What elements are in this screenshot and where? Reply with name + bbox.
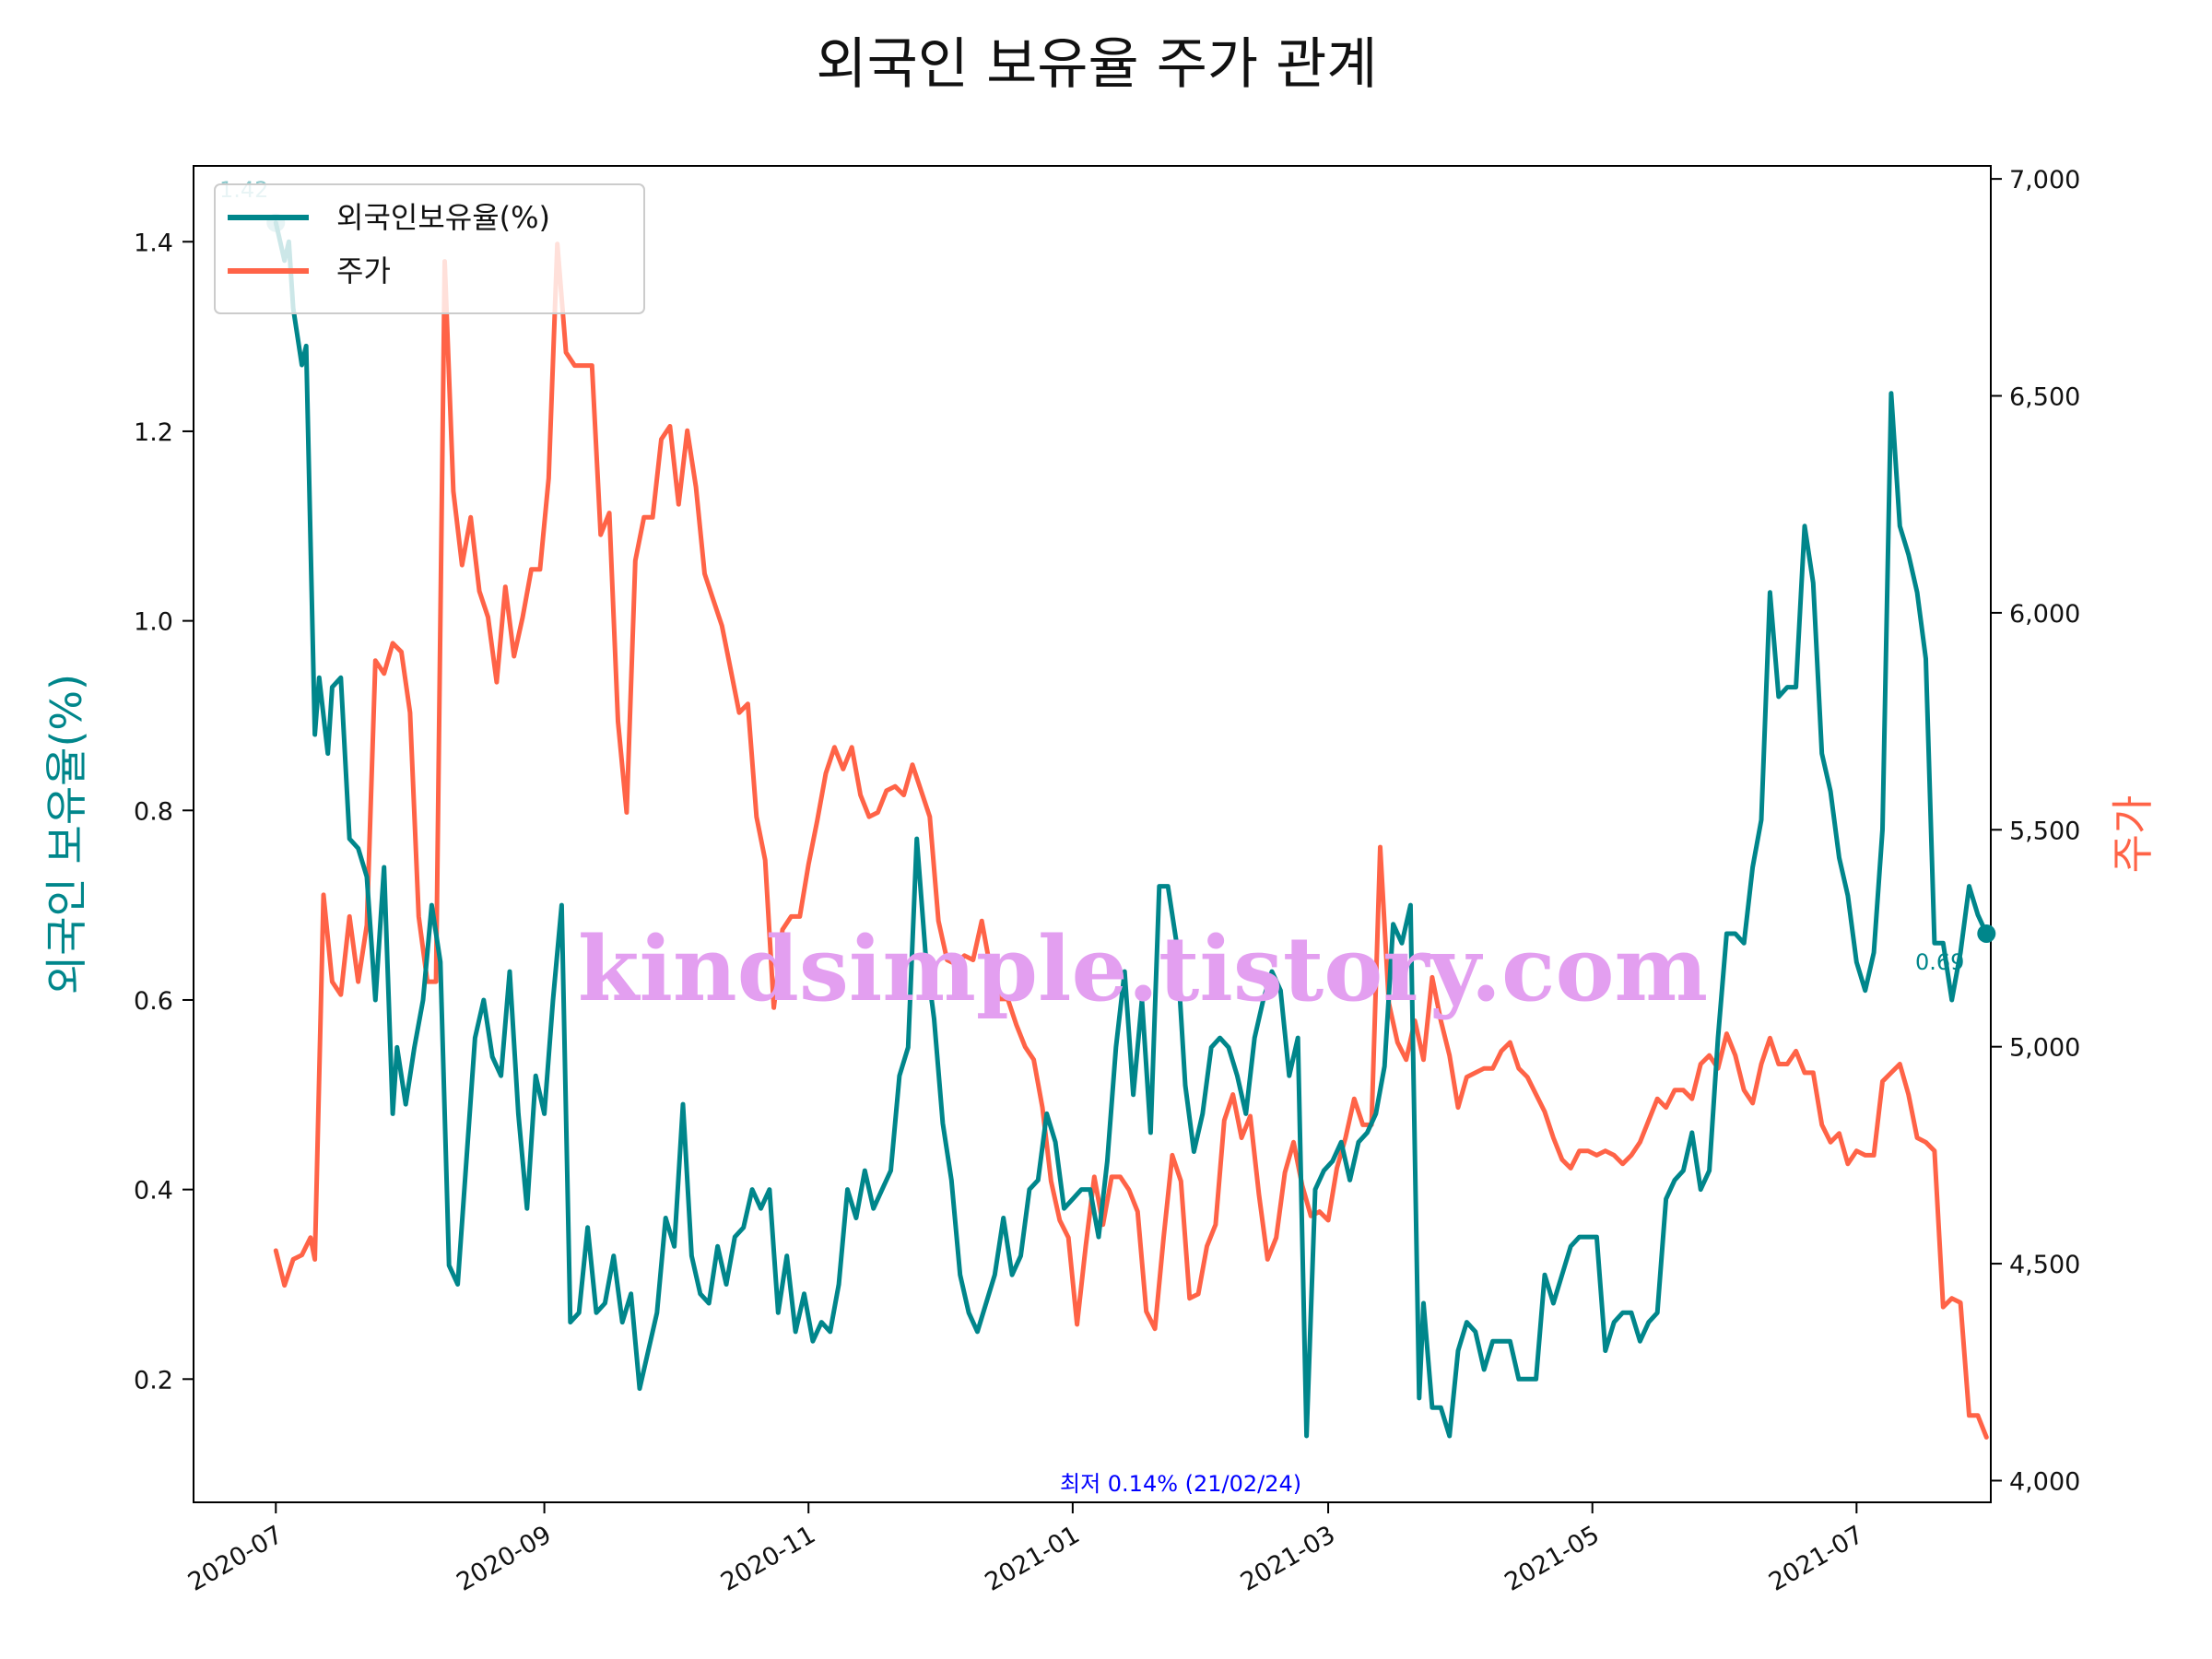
left-y-tick-label: 1.2	[134, 418, 173, 447]
x-tick-label: 2021-07	[1764, 1521, 1868, 1597]
legend-label-foreign: 외국인보유율(%)	[336, 200, 550, 235]
x-tick-label: 2020-07	[183, 1521, 288, 1597]
left-y-tick-label: 0.4	[134, 1177, 173, 1206]
series-line-price	[273, 241, 1989, 1440]
left-y-tick-label: 0.8	[134, 797, 173, 826]
x-tick-label: 2020-11	[716, 1521, 820, 1597]
left-y-tick-label: 0.6	[134, 987, 173, 1016]
end-value-label: 0.69	[1915, 949, 1964, 975]
watermark: kindsimple.tistory.com	[578, 917, 1708, 1021]
x-tick-label: 2021-05	[1500, 1521, 1604, 1597]
right-y-tick-label: 4,500	[2009, 1251, 2080, 1279]
end-point-marker	[1977, 924, 1996, 943]
right-y-tick-label: 6,500	[2009, 383, 2080, 412]
right-y-tick-label: 6,000	[2009, 600, 2080, 629]
right-y-axis-label: 주가	[2108, 795, 2158, 874]
left-y-tick-label: 1.4	[134, 229, 173, 257]
x-tick-label: 2020-09	[452, 1521, 556, 1597]
minimum-label: 최저 0.14% (21/02/24)	[1060, 1471, 1301, 1497]
chart-title: 외국인 보유율 주가 관계	[816, 32, 1377, 97]
plot-area	[193, 165, 1992, 1503]
legend-box	[214, 183, 645, 314]
right-y-axis: 4,000 4,500 5,000 5,500 6,000 6,500 7,000	[1991, 166, 2080, 1496]
legend-label-price: 주가	[336, 253, 391, 288]
left-y-axis-label: 외국인 보유율(%)	[41, 674, 91, 994]
left-y-axis: 0.2 0.4 0.6 0.8 1.0 1.2 1.4	[134, 229, 194, 1394]
series-line-foreign-ownership	[273, 220, 1989, 1439]
x-axis: 2020-07 2020-09 2020-11 2021-01 2021-03 2021-…	[183, 1502, 1868, 1597]
right-y-tick-label: 4,000	[2009, 1467, 2080, 1496]
left-y-tick-label: 0.2	[134, 1366, 173, 1394]
left-y-tick-label: 1.0	[134, 608, 173, 637]
right-y-tick-label: 7,000	[2009, 166, 2080, 194]
series-layer	[266, 213, 1996, 1440]
right-y-tick-label: 5,500	[2009, 817, 2080, 845]
legend: 외국인보유율(%) 주가	[214, 183, 645, 314]
x-tick-label: 2021-01	[981, 1521, 1085, 1597]
right-y-tick-label: 5,000	[2009, 1034, 2080, 1063]
x-tick-label: 2021-03	[1236, 1521, 1340, 1597]
